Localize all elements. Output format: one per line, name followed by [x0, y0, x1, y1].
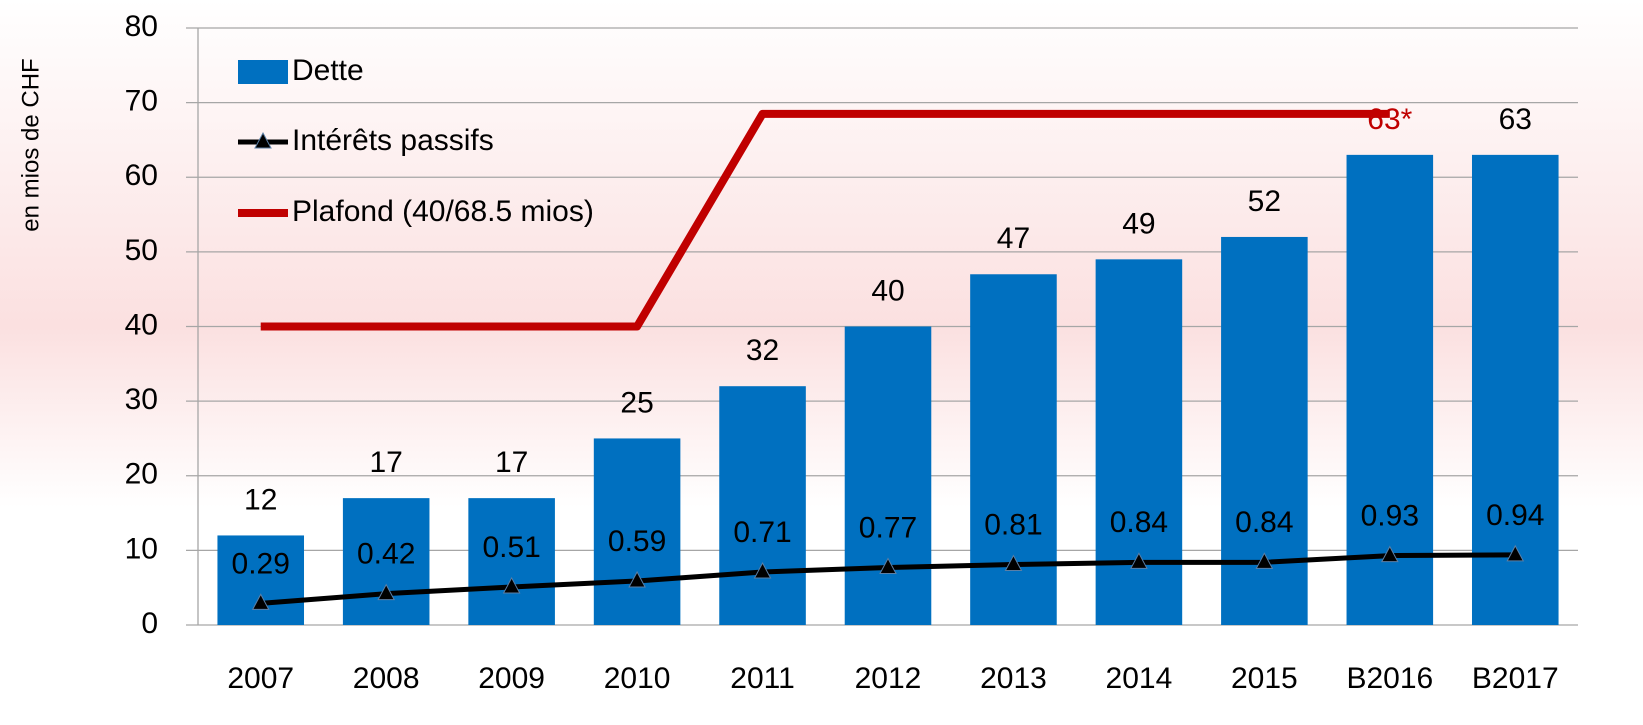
marker [628, 570, 646, 588]
data-label: 0.94 [1486, 499, 1544, 532]
x-tick-label: 2013 [980, 662, 1047, 695]
marker [1004, 554, 1023, 572]
legend-swatch [238, 60, 288, 84]
bar [593, 438, 681, 625]
y-tick-label: 60 [125, 159, 158, 192]
marker [1255, 552, 1274, 569]
x-tick-label: 2015 [1231, 662, 1298, 695]
x-tick-label: 2009 [478, 662, 545, 695]
y-tick-label: 30 [125, 383, 158, 416]
data-label: 0.84 [1235, 506, 1293, 539]
bar [844, 326, 932, 625]
data-label: 32 [746, 334, 779, 367]
y-tick-label: 50 [125, 234, 158, 267]
y-tick-label: 20 [125, 458, 158, 491]
marker [251, 593, 270, 610]
bar [217, 535, 305, 625]
marker [753, 561, 772, 579]
x-tick-label: 2014 [1106, 662, 1173, 695]
marker [1130, 552, 1148, 569]
marker [502, 576, 521, 594]
marker [1380, 545, 1399, 563]
x-tick-label: 2007 [227, 662, 294, 695]
data-label: 17 [369, 446, 402, 479]
data-label: 0.77 [859, 511, 917, 544]
bar [1095, 259, 1183, 625]
data-label: 0.42 [357, 538, 415, 571]
marker [377, 583, 396, 601]
marker [879, 557, 897, 575]
x-tick-label: 2011 [730, 662, 795, 695]
data-label: 49 [1122, 207, 1155, 240]
data-label: 0.29 [232, 547, 290, 580]
y-tick-label: 70 [125, 85, 158, 118]
bar [719, 386, 806, 625]
y-tick-label: 0 [141, 607, 158, 640]
y-tick-label: 10 [125, 532, 158, 565]
line [260, 109, 1390, 331]
data-label: 63 [1499, 103, 1532, 136]
y-tick-label: 40 [125, 308, 158, 341]
data-label: 0.93 [1361, 500, 1419, 533]
bar [468, 498, 555, 625]
legend-marker [254, 131, 272, 149]
data-label: 0.71 [733, 516, 791, 549]
x-tick-label: 2008 [353, 662, 420, 695]
x-tick-label: B2017 [1472, 662, 1559, 695]
y-axis-label: en mios de CHF [17, 58, 44, 231]
data-label: 0.59 [608, 525, 666, 558]
data-label: 0.84 [1110, 506, 1168, 539]
bar [342, 498, 430, 625]
bar [970, 274, 1057, 625]
data-label: 40 [871, 274, 904, 307]
data-label: 52 [1248, 185, 1281, 218]
legend-label: Intérêts passifs [292, 124, 494, 157]
marker [1506, 544, 1525, 562]
data-label: 12 [244, 483, 277, 516]
data-label: 17 [495, 446, 528, 479]
data-label: 63* [1367, 103, 1412, 136]
legend-label: Dette [292, 54, 364, 87]
x-tick-label: 2010 [604, 662, 671, 695]
data-label: 25 [620, 386, 653, 419]
data-label: 0.51 [482, 531, 540, 564]
data-label: 0.81 [984, 508, 1042, 541]
x-tick-label: 2012 [855, 662, 922, 695]
x-tick-label: B2016 [1346, 662, 1433, 695]
y-tick-label: 80 [125, 10, 158, 43]
data-label: 47 [997, 222, 1030, 255]
legend-label: Plafond (40/68.5 mios) [292, 195, 594, 228]
